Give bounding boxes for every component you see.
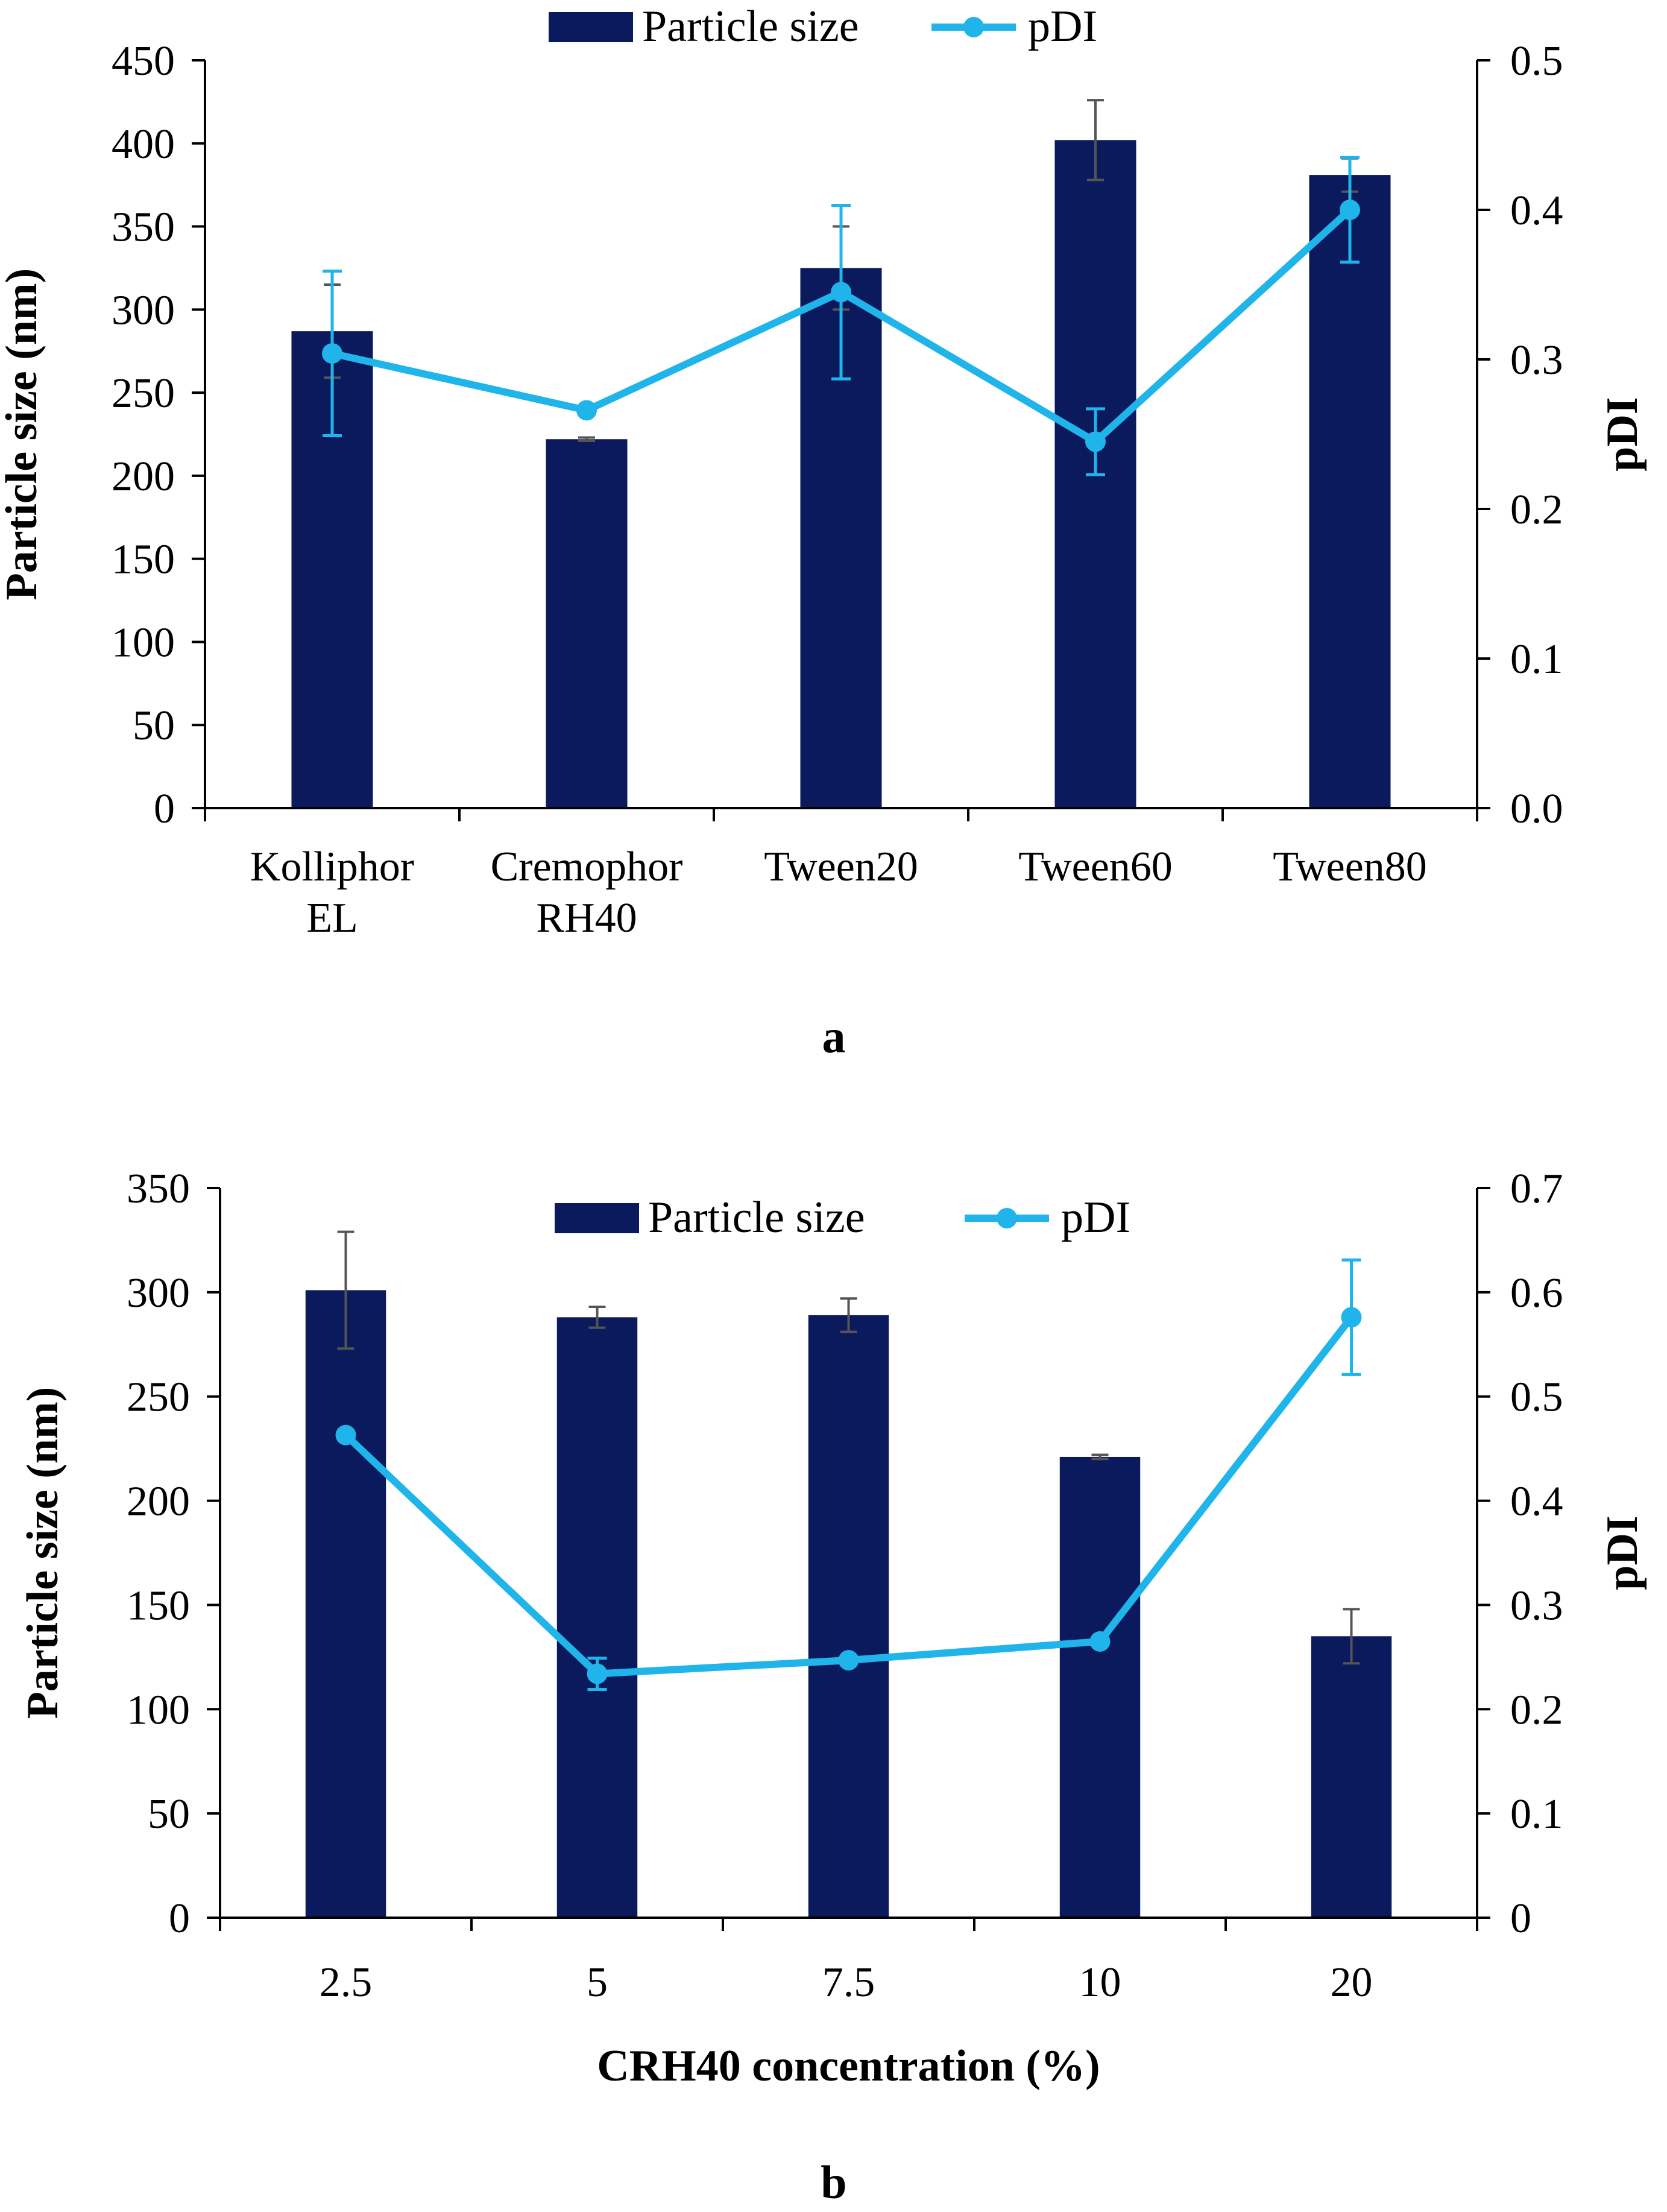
pdi-point-0 xyxy=(335,1424,356,1446)
pdi-point-3 xyxy=(1089,1631,1111,1652)
left-tick-label: 300 xyxy=(112,287,175,333)
right-tick-label: 0.3 xyxy=(1510,337,1563,384)
bar-error-bar-1 xyxy=(578,436,595,443)
panel-label: a xyxy=(822,1010,846,1063)
legend-label-pdi: pDI xyxy=(1061,1193,1130,1242)
right-tick-label: 0.0 xyxy=(1510,786,1563,832)
chart-panel-a: 0 50 100 150 200 250 300 350 400 450 0.0 0.1 0.2 0.3 0… xyxy=(0,2,1647,1063)
right-tick-label: 0.1 xyxy=(1510,636,1563,683)
left-tick-label: 250 xyxy=(127,1374,190,1421)
legend-swatch-particle-size xyxy=(549,12,633,42)
y-axis-title: Particle size (nm) xyxy=(18,1387,68,1719)
right-tick-label: 0 xyxy=(1510,1895,1531,1942)
legend-marker-pdi xyxy=(997,1208,1017,1228)
pdi-point-2 xyxy=(831,282,851,303)
pdi-point-1 xyxy=(587,1663,608,1684)
left-tick-label: 200 xyxy=(127,1479,190,1525)
legend-swatch-particle-size xyxy=(555,1203,639,1233)
right-tick-label: 0.1 xyxy=(1510,1791,1563,1838)
left-tick-label: 450 xyxy=(112,38,175,84)
panel-label: b xyxy=(821,2156,846,2208)
left-tick-label: 50 xyxy=(133,703,175,749)
right-tick-label: 0.6 xyxy=(1510,1270,1563,1316)
legend: Particle size pDI xyxy=(555,1193,1130,1242)
pdi-point-3 xyxy=(1085,431,1106,452)
x-tick-label: Tween20 xyxy=(764,844,918,890)
x-tick-label: 5 xyxy=(587,1959,608,2006)
bar-particle-size-4 xyxy=(1311,1636,1392,1918)
legend: Particle size pDI xyxy=(549,2,1097,51)
bar-error-bar-4 xyxy=(1343,1608,1360,1665)
right-tick-label: 0.3 xyxy=(1510,1582,1563,1629)
left-tick-label: 150 xyxy=(127,1582,190,1629)
left-tick-label: 0 xyxy=(154,786,175,832)
x-tick-label: RH40 xyxy=(536,895,637,941)
left-tick-label: 100 xyxy=(127,1687,190,1733)
bar-particle-size-1 xyxy=(546,439,628,808)
bar-error-bar-2 xyxy=(840,1297,857,1333)
bar-error-bar-3 xyxy=(1091,1453,1109,1461)
left-tick-label: 100 xyxy=(112,619,175,666)
right-tick-label: 0.5 xyxy=(1510,38,1563,84)
left-tick-label: 300 xyxy=(127,1270,190,1316)
x-tick-label: Kolliphor xyxy=(250,844,414,890)
pdi-point-1 xyxy=(576,400,597,421)
legend-label-particle-size: Particle size xyxy=(648,1193,865,1242)
left-tick-label: 50 xyxy=(148,1791,190,1838)
left-tick-label: 0 xyxy=(169,1895,190,1942)
bar-error-bar-0 xyxy=(337,1230,355,1350)
right-tick-label: 0.7 xyxy=(1510,1166,1563,1212)
left-tick-label: 200 xyxy=(112,453,175,500)
x-tick-label: 7.5 xyxy=(822,1959,875,2006)
y2-axis-title: pDI xyxy=(1598,1515,1647,1590)
bar-particle-size-2 xyxy=(808,1315,889,1918)
pdi-point-4 xyxy=(1341,1307,1362,1328)
legend-label-particle-size: Particle size xyxy=(642,2,859,51)
left-tick-label: 350 xyxy=(112,204,175,251)
left-tick-label: 250 xyxy=(112,370,175,417)
right-tick-label: 0.2 xyxy=(1510,1687,1563,1733)
right-tick-label: 0.4 xyxy=(1510,1479,1563,1525)
bar-particle-size-0 xyxy=(305,1290,386,1918)
legend-marker-pdi xyxy=(963,17,984,37)
pdi-point-0 xyxy=(322,343,342,364)
bar-particle-size-4 xyxy=(1309,175,1391,809)
pdi-point-2 xyxy=(838,1650,859,1671)
bar-error-bar-3 xyxy=(1087,99,1104,182)
x-tick-label: Tween60 xyxy=(1018,844,1173,890)
right-tick-label: 0.4 xyxy=(1510,188,1563,234)
x-tick-label: Tween80 xyxy=(1273,844,1427,890)
x-tick-label: Cremophor xyxy=(491,844,683,890)
left-tick-label: 150 xyxy=(112,537,175,583)
bar-particle-size-1 xyxy=(556,1317,638,1918)
x-tick-label: 20 xyxy=(1331,1959,1373,2006)
chart-panel-b: 0 50 100 150 200 250 300 350 0 0.1 0.2 0.3 0.4 0.5 0.6… xyxy=(18,1166,1647,2208)
bar-particle-size-3 xyxy=(1059,1456,1141,1918)
left-tick-label: 350 xyxy=(127,1166,190,1212)
y2-axis-title: pDI xyxy=(1598,397,1647,471)
x-axis-title: CRH40 concentration (%) xyxy=(597,2041,1100,2091)
left-tick-label: 400 xyxy=(112,121,175,168)
bar-error-bar-1 xyxy=(588,1306,606,1329)
right-tick-label: 0.5 xyxy=(1510,1374,1563,1421)
x-tick-label: EL xyxy=(306,895,358,941)
pdi-point-4 xyxy=(1340,200,1360,220)
right-tick-label: 0.2 xyxy=(1510,487,1563,533)
legend-label-pdi: pDI xyxy=(1028,2,1097,51)
x-tick-label: 10 xyxy=(1079,1959,1121,2006)
y-axis-title: Particle size (nm) xyxy=(0,268,46,601)
x-tick-label: 2.5 xyxy=(320,1959,373,2006)
